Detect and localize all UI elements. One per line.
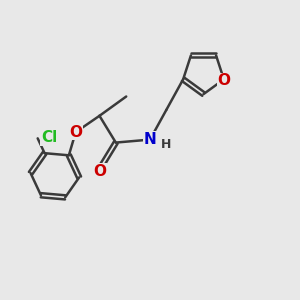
Text: N: N	[144, 132, 156, 147]
Text: H: H	[161, 138, 172, 151]
Text: O: O	[93, 164, 106, 179]
Text: O: O	[69, 125, 82, 140]
Text: Cl: Cl	[41, 130, 58, 145]
Text: O: O	[218, 73, 230, 88]
